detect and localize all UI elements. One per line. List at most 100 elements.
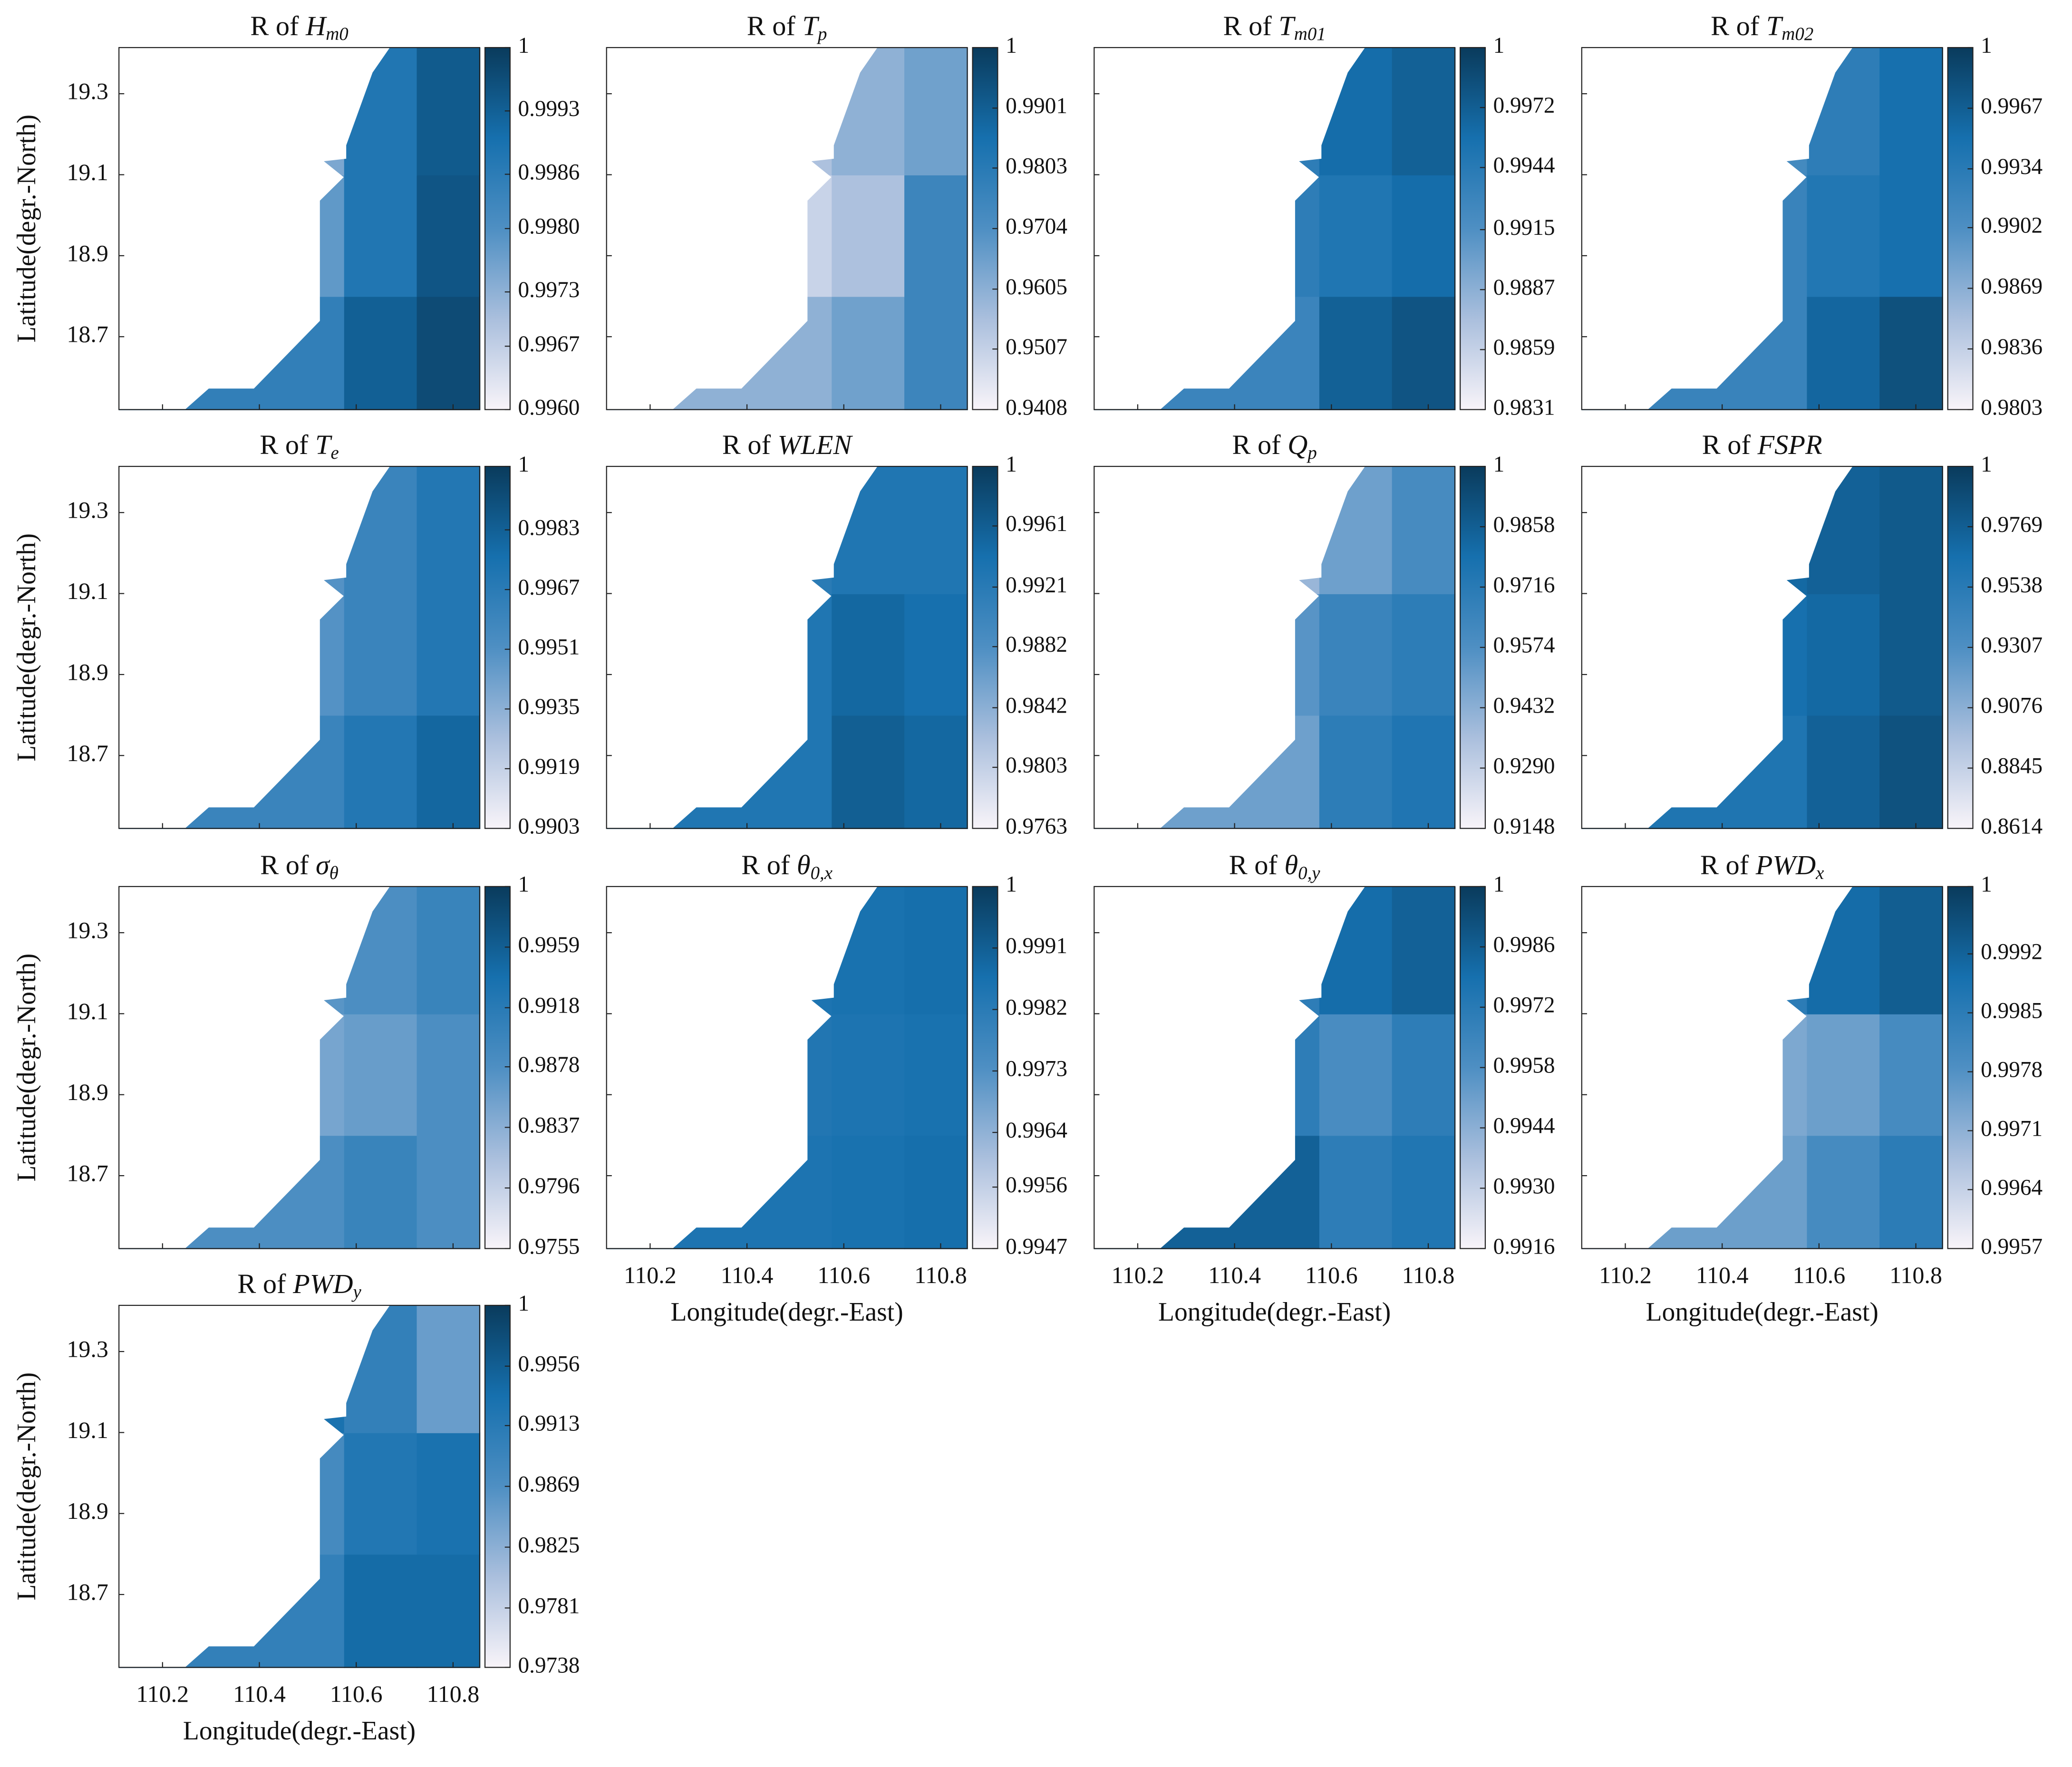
colorbar-tick-label: 0.9878 — [518, 1052, 580, 1077]
colorbar-tick-label: 0.9507 — [1006, 335, 1067, 359]
x-tick-label: 110.2 — [136, 1680, 189, 1707]
contour-cell — [1319, 296, 1393, 410]
title-symbol: PWD — [1755, 850, 1816, 880]
axes-box — [118, 465, 481, 829]
colorbar-tick-label: 0.9960 — [518, 395, 580, 420]
colorbar-tick-label: 0.9769 — [1981, 512, 2043, 537]
x-tick-label: 110.6 — [1793, 1262, 1846, 1288]
panel-title: R of θ0,y — [1229, 850, 1321, 883]
colorbar-tick-label: 0.9574 — [1493, 633, 1555, 658]
axes-box — [606, 465, 968, 829]
colorbar-tick-label: 0.9964 — [1981, 1175, 2043, 1200]
y-tick-label: 18.7 — [67, 321, 108, 348]
colorbar — [1460, 47, 1486, 410]
colorbar-tick-label: 0.9983 — [518, 515, 580, 540]
colorbar-tick-label: 0.9307 — [1981, 633, 2043, 658]
colorbar-tick-label: 0.9887 — [1493, 275, 1555, 300]
y-tick-label: 18.9 — [67, 1079, 108, 1105]
colorbar-tick-label: 0.9738 — [518, 1653, 580, 1678]
panel: 110.2 110.4 110.6 110.8 Longitude(degr.-East… — [606, 850, 1067, 1327]
x-tick-label: 110.4 — [721, 1262, 774, 1288]
colorbar-tick-label: 0.9837 — [518, 1113, 580, 1138]
contour-cell — [344, 593, 417, 716]
x-tick-label: 110.6 — [1305, 1262, 1358, 1288]
contour-cell — [832, 296, 905, 410]
colorbar-tick-label: 0.9993 — [518, 97, 580, 121]
contour-cell — [1879, 715, 1943, 829]
colorbar-tick-label: 0.9796 — [518, 1174, 580, 1198]
colorbar-tick-label: 1 — [1981, 33, 1992, 58]
colorbar-tick-label: 0.9978 — [1981, 1057, 2043, 1082]
panel: 18.7 18.9 19.1 19.3 Latitude(degr.-North) 1 0.… — [12, 850, 580, 1259]
x-tick-label: 110.2 — [624, 1262, 677, 1288]
colorbar-tick-label: 0.9986 — [518, 160, 580, 184]
contour-cell — [1879, 296, 1943, 410]
colorbar-tick-label: 0.9803 — [1006, 154, 1067, 178]
panel-title: R of WLEN — [722, 430, 853, 461]
panel-title: R of θ0,x — [741, 850, 833, 883]
colorbar-tick-label: 1 — [518, 33, 530, 58]
title-text: R of — [1229, 850, 1285, 880]
x-axis-label: Longitude(degr.-East) — [1646, 1297, 1878, 1327]
contour-cell — [904, 593, 968, 716]
panel: 1 0.9961 0.9921 0.9882 0.9842 0.9803 0.9763 R o… — [606, 430, 1067, 839]
title-subscript: 0,x — [811, 863, 833, 883]
title-text: R of — [1700, 850, 1756, 880]
contour-cell — [1319, 1135, 1393, 1249]
y-tick-label: 19.3 — [67, 917, 108, 943]
colorbar-tick-label: 0.9836 — [1981, 335, 2043, 359]
colorbar-tick-label: 1 — [518, 872, 530, 897]
panel-title: R of Tm01 — [1223, 11, 1326, 44]
panel: 1 0.9901 0.9803 0.9704 0.9605 0.9507 0.9408 R o… — [606, 11, 1067, 420]
title-text: R of — [1232, 430, 1288, 461]
colorbar-tick-label: 0.9869 — [518, 1472, 580, 1497]
axes-box — [1094, 465, 1456, 829]
title-subscript: y — [351, 1282, 361, 1302]
x-tick-label: 110.6 — [330, 1680, 383, 1707]
colorbar-tick-label: 1 — [1981, 872, 1992, 897]
colorbar-tick-label: 0.9973 — [1006, 1057, 1067, 1081]
colorbar-tick-label: 0.9964 — [1006, 1118, 1067, 1143]
colorbar-tick-label: 0.9956 — [1006, 1173, 1067, 1197]
contour-cell — [1807, 174, 1880, 297]
x-tick-label: 110.8 — [427, 1680, 480, 1707]
title-text: R of — [1702, 430, 1758, 461]
title-text: R of — [747, 11, 803, 42]
title-symbol: H — [305, 11, 327, 42]
title-subscript: e — [331, 443, 339, 463]
colorbar-tick-label: 0.9985 — [1981, 998, 2043, 1023]
contour-cell — [344, 296, 417, 410]
colorbar-tick-label: 0.9538 — [1981, 573, 2043, 598]
axes-box — [118, 886, 481, 1249]
y-tick-label: 18.7 — [67, 1160, 108, 1187]
colorbar-tick-label: 0.9934 — [1981, 154, 2043, 179]
contour-cell — [416, 174, 481, 297]
title-subscript: m0 — [326, 24, 349, 44]
colorbar-tick-label: 0.9755 — [518, 1234, 580, 1259]
title-subscript: 0,y — [1298, 863, 1320, 883]
x-tick-label: 110.6 — [817, 1262, 870, 1288]
colorbar-tick-label: 0.9959 — [518, 933, 580, 957]
colorbar-tick-label: 0.9973 — [518, 278, 580, 302]
panel: 1 0.9769 0.9538 0.9307 0.9076 0.8845 0.8614 R o… — [1581, 430, 2043, 839]
colorbar — [972, 465, 998, 829]
contour-cell — [1879, 886, 1943, 1014]
contour-cell — [1392, 715, 1456, 829]
contour-cell — [1319, 593, 1393, 716]
contour-cell — [416, 1554, 481, 1668]
contour-cell — [904, 1135, 968, 1249]
axes-box — [1094, 47, 1456, 410]
land-mask — [1094, 466, 1365, 829]
colorbar — [1947, 47, 1974, 410]
land-mask — [606, 886, 878, 1249]
panel-title: R of Qp — [1232, 430, 1317, 463]
colorbar-tick-label: 0.9903 — [518, 814, 580, 839]
colorbar-tick-label: 0.9919 — [518, 754, 580, 779]
land-mask — [119, 886, 390, 1249]
contour-cell — [1879, 174, 1943, 297]
x-tick-label: 110.8 — [1889, 1262, 1942, 1288]
contour-cell — [344, 715, 417, 829]
x-tick-label: 110.2 — [1112, 1262, 1164, 1288]
contour-cell — [1879, 466, 1943, 594]
colorbar-tick-label: 0.9290 — [1493, 754, 1555, 779]
